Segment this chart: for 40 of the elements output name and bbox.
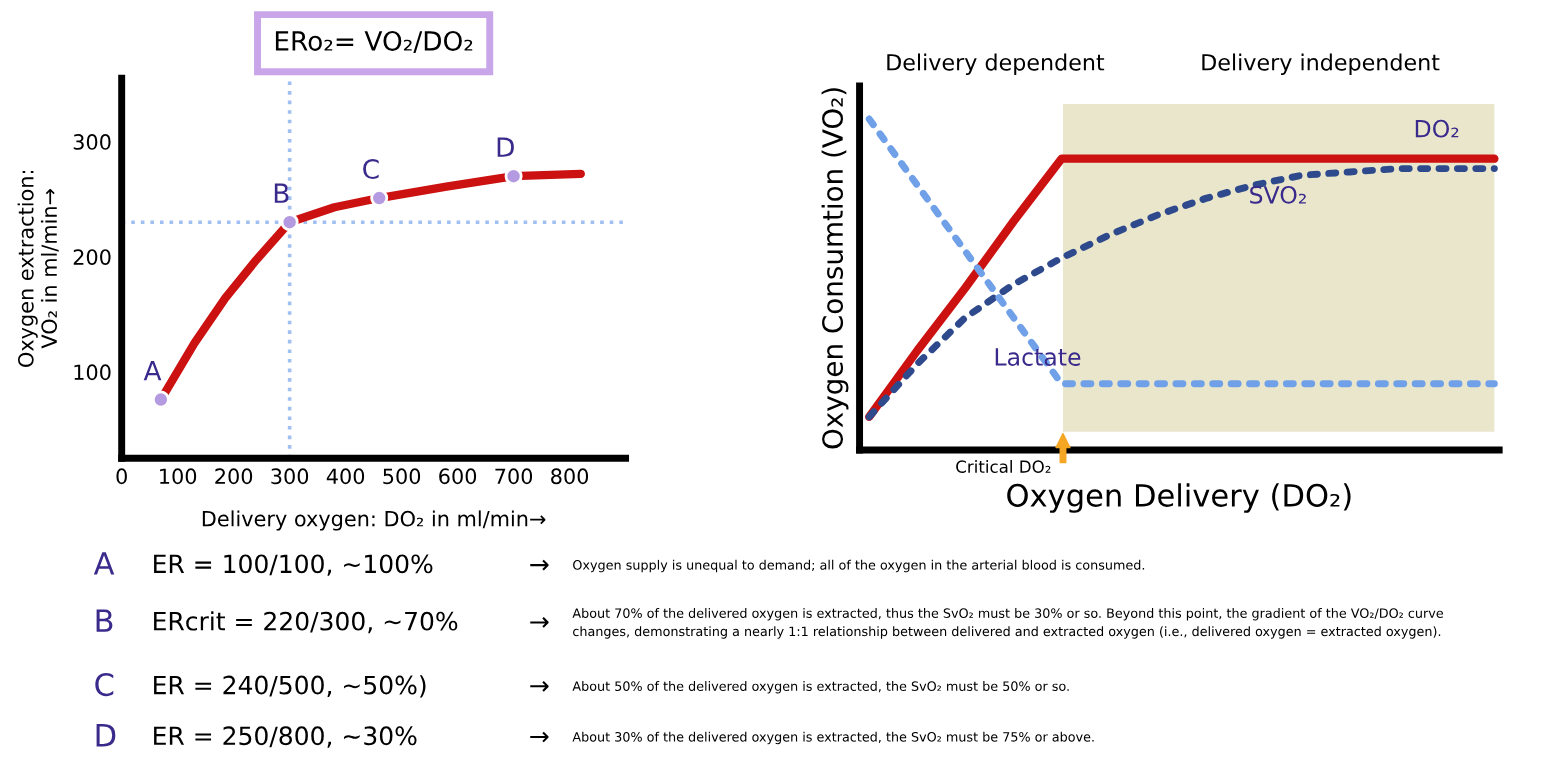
x-axis-title: Oxygen Delivery (DO₂) (1007, 483, 1351, 513)
text: Delivery independent (1202, 53, 1440, 75)
x-tick-label: 800 (551, 468, 589, 485)
text: ER = 250/800, ~30% (154, 726, 417, 748)
point (280, 213, 299, 232)
series-label: SVO₂ (1250, 185, 1306, 204)
text: → (530, 617, 549, 628)
y-axis-title: Oxygen Consumtion (VO₂) (821, 88, 849, 449)
y-axis-title: Oxygen extraction: VO₂ in ml/min→ (17, 170, 59, 367)
y-tick-label: 200 (73, 249, 111, 265)
x-tick-label: 700 (495, 468, 533, 485)
text: Critical DO₂ (956, 460, 1051, 473)
annotation: B (274, 183, 289, 203)
text: ER = 240/500, ~50%) (154, 675, 426, 698)
text: B (96, 609, 113, 632)
x-tick-label: 300 (271, 468, 309, 485)
y-tick-label: 300 (73, 134, 111, 150)
x-tick-label: 0 (116, 468, 127, 485)
x-axis-title: Delivery oxygen: DO₂ in ml/min→ (202, 510, 546, 531)
text: → (530, 559, 549, 571)
chart-title: ERo₂= VO₂/DO₂ (275, 30, 473, 53)
x-tick-label: 200 (215, 468, 253, 485)
text: ERcrit = 220/300, ~70% (154, 611, 458, 634)
x-tick-label: 100 (160, 468, 197, 485)
series-label: Lactate (995, 348, 1081, 366)
series-label: DO₂ (1415, 119, 1459, 138)
text: A (93, 552, 115, 575)
text: → (530, 731, 549, 743)
text: Delivery dependent (887, 53, 1105, 75)
x-tick-label: 400 (326, 468, 365, 485)
text: → (530, 680, 549, 692)
x-tick-label: 500 (383, 468, 421, 485)
text: ER = 100/100, ~100% (154, 554, 433, 576)
annotation: A (143, 360, 162, 381)
y-tick-label: 100 (74, 364, 111, 381)
text: C (95, 673, 114, 697)
annotation: C (363, 159, 379, 180)
x-tick-label: 600 (439, 468, 477, 485)
annotation: D (497, 137, 514, 157)
text: D (96, 724, 116, 747)
